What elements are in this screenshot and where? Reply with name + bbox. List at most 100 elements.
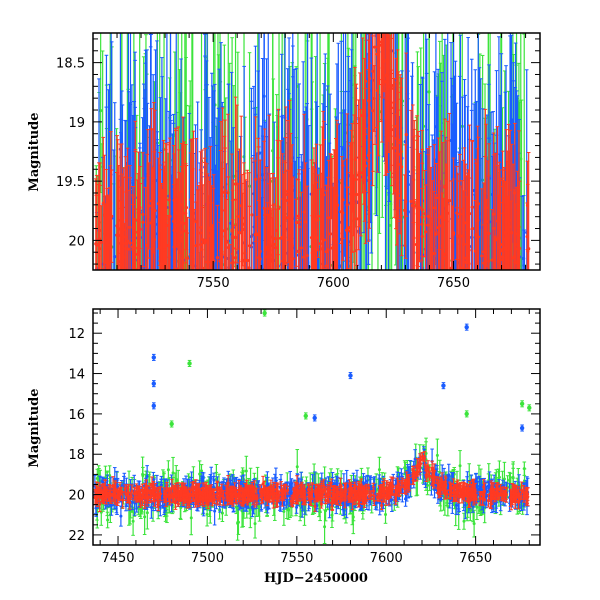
green-outlier-point	[262, 309, 267, 317]
red-data-point	[302, 487, 306, 495]
green-data-point	[462, 512, 466, 530]
green-data-point	[166, 460, 171, 480]
red-data-point	[309, 490, 314, 499]
red-data-point	[131, 203, 136, 270]
red-data-point	[189, 218, 193, 270]
top-axis-ticks: 7550 7600 7650 18.5 19 19.5 20	[56, 33, 540, 291]
y-tick-label: 19.5	[56, 175, 85, 190]
red-data-point	[404, 478, 408, 495]
red-data-point	[460, 180, 465, 270]
red-data-point	[511, 163, 515, 270]
red-data-point	[369, 490, 373, 500]
red-data-point	[268, 213, 272, 270]
red-data-point	[162, 490, 167, 504]
red-data-point	[387, 33, 391, 154]
red-data-point	[415, 135, 420, 270]
red-data-point	[449, 180, 453, 270]
green-outlier-point	[187, 359, 192, 367]
x-tick-label: 7650	[459, 551, 492, 566]
red-data-point	[432, 144, 437, 270]
red-data-point	[290, 495, 295, 507]
red-data-point	[208, 145, 213, 270]
red-data-point	[356, 99, 361, 251]
red-data-point	[140, 483, 145, 498]
red-data-point	[266, 213, 270, 270]
red-data-point	[123, 156, 128, 270]
red-data-point	[487, 143, 491, 270]
red-data-point	[320, 480, 324, 500]
red-data-point	[504, 487, 508, 500]
red-data-point	[524, 488, 529, 497]
red-data-point	[516, 186, 521, 270]
red-data-point	[324, 487, 328, 504]
blue-data-point	[460, 96, 465, 270]
x-tick-label: 7550	[280, 551, 313, 566]
red-data-point	[123, 484, 127, 493]
red-data-point	[370, 35, 375, 187]
red-data-point	[143, 186, 148, 270]
red-data-point	[157, 196, 162, 266]
red-data-point	[150, 486, 155, 498]
green-data-point	[274, 94, 279, 270]
blue-outlier-point	[441, 382, 446, 390]
red-data-point	[245, 169, 250, 270]
green-data-point	[380, 33, 385, 218]
red-data-point	[251, 487, 255, 506]
bottom-panel: 7450 7500 7550 7600 7650 12 14 16 18 20 22 Magnitu…	[27, 308, 541, 586]
green-data-point	[489, 269, 494, 270]
red-data-point	[525, 183, 530, 270]
red-data-point	[294, 178, 299, 267]
red-data-point	[141, 152, 145, 270]
red-data-point	[149, 128, 154, 270]
red-data-point	[211, 187, 216, 270]
top-panel: 7550 7600 7650 18.5 19 19.5 20 Magnitude	[27, 32, 541, 431]
green-outlier-point	[303, 412, 308, 420]
red-data-point	[208, 486, 212, 502]
red-data-point	[297, 169, 301, 270]
red-data-point	[288, 132, 293, 270]
green-outlier-point	[464, 410, 469, 418]
red-data-point	[200, 149, 204, 270]
red-data-point	[328, 153, 333, 270]
red-data-point	[314, 488, 319, 501]
top-data-points	[93, 33, 531, 431]
blue-outlier-point	[312, 414, 317, 422]
red-data-point	[172, 485, 177, 496]
blue-data-point	[155, 40, 159, 270]
red-data-point	[339, 486, 343, 502]
red-data-point	[228, 487, 232, 500]
red-data-point	[274, 482, 279, 496]
red-data-point	[413, 471, 417, 479]
red-data-point	[354, 83, 359, 270]
red-data-point	[465, 196, 469, 265]
red-data-point	[411, 465, 416, 481]
red-data-point	[233, 198, 238, 270]
red-data-point	[434, 162, 439, 233]
red-data-point	[473, 200, 478, 270]
red-data-point	[387, 490, 391, 506]
red-data-point	[104, 488, 109, 505]
red-data-point	[256, 137, 261, 270]
red-data-point	[153, 109, 157, 270]
red-data-point	[167, 199, 172, 270]
red-data-point	[437, 185, 442, 250]
red-data-point	[489, 486, 494, 504]
y-tick-label: 20	[68, 234, 85, 249]
red-data-point	[265, 487, 270, 507]
red-data-point	[403, 144, 408, 259]
red-data-point	[218, 221, 222, 270]
bottom-plot-frame	[92, 308, 541, 546]
x-tick-label: 7550	[197, 276, 230, 291]
green-data-point	[142, 277, 146, 431]
green-data-point	[522, 461, 527, 476]
blue-data-point	[489, 111, 493, 270]
green-data-point	[425, 475, 430, 496]
red-data-point	[151, 167, 155, 270]
red-data-point	[372, 495, 377, 506]
red-data-point	[514, 484, 518, 504]
blue-data-point	[469, 109, 474, 270]
red-data-point	[503, 180, 508, 270]
red-data-point	[136, 151, 141, 270]
red-data-point	[516, 489, 521, 503]
